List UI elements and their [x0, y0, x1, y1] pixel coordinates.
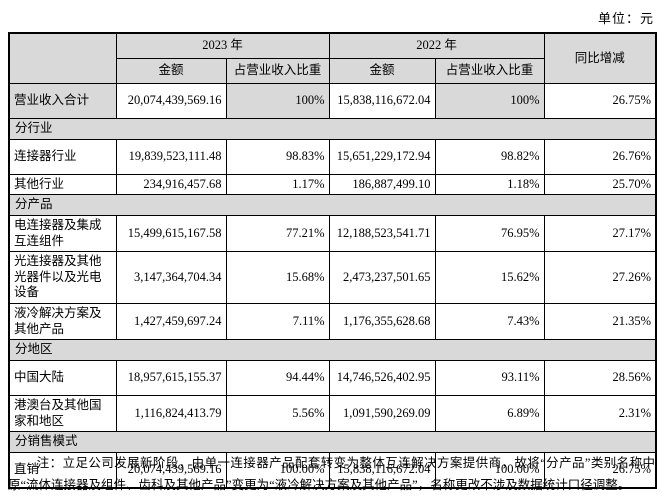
blank-corner-cell: [8, 32, 117, 84]
amount-2023-header: 金额: [115, 58, 227, 84]
amount-2022-cell: 15,838,116,672.04: [328, 451, 436, 489]
amount-2023-cell: 20,074,439,569.16: [115, 451, 227, 489]
section-label: 分产品: [8, 194, 657, 216]
section-row-by-sales-model: 分销售模式: [8, 431, 657, 453]
header-row-metrics: 金额 占营业收入比重 金额 占营业收入比重: [9, 58, 656, 84]
amount-2023-cell: 18,957,615,155.37: [115, 359, 227, 396]
yoy-cell: 27.17%: [543, 214, 657, 253]
yoy-cell: 27.26%: [543, 251, 657, 304]
amount-2022-cell: 1,091,590,269.09: [328, 394, 436, 433]
amount-2023-cell: 3,147,364,704.34: [115, 251, 227, 304]
row-label: 营业收入合计: [8, 83, 117, 119]
ratio-2022-cell: 98.82%: [434, 138, 545, 175]
ratio-2022-header: 占营业收入比重: [434, 58, 545, 84]
year-2023-header: 2023 年: [115, 32, 330, 59]
ratio-2022-cell: 15.62%: [434, 251, 545, 304]
table-row-optical-connectors: 光连接器及其他光器件以及光电设备 3,147,364,704.34 15.68%…: [8, 251, 657, 304]
ratio-2023-cell: 100.00%: [225, 451, 330, 489]
row-label: 连接器行业: [8, 138, 117, 175]
yoy-cell: 2.31%: [543, 394, 657, 433]
ratio-2023-cell: 7.11%: [225, 302, 330, 341]
table-row-liquid-cooling: 液冷解决方案及其他产品 1,427,459,697.24 7.11% 1,176…: [8, 302, 657, 341]
yoy-cell: 26.75%: [543, 83, 657, 119]
row-label: 港澳台及其他国家和地区: [8, 394, 117, 433]
row-label: 中国大陆: [8, 359, 117, 396]
amount-2022-cell: 15,651,229,172.94: [328, 138, 436, 175]
amount-2023-cell: 1,427,459,697.24: [115, 302, 227, 341]
table-row-revenue-total: 营业收入合计 20,074,439,569.16 100% 15,838,116…: [8, 83, 657, 119]
yoy-header: 同比增减: [543, 32, 657, 84]
amount-2022-cell: 15,838,116,672.04: [328, 83, 436, 119]
amount-2023-cell: 15,499,615,167.58: [115, 214, 227, 253]
ratio-2023-cell: 94.44%: [225, 359, 330, 396]
row-label: 液冷解决方案及其他产品: [8, 302, 117, 341]
amount-2022-cell: 186,887,499.10: [328, 173, 436, 196]
amount-2023-cell: 20,074,439,569.16: [115, 83, 227, 119]
ratio-2022-cell: 76.95%: [434, 214, 545, 253]
amount-2023-cell: 1,116,824,413.79: [115, 394, 227, 433]
ratio-2022-cell: 7.43%: [434, 302, 545, 341]
table-row-other-industry: 其他行业 234,916,457.68 1.17% 186,887,499.10…: [8, 173, 657, 196]
row-label: 光连接器及其他光器件以及光电设备: [8, 251, 117, 304]
footnote: 注：立足公司发展新阶段，由单一连接器产品配套转变为整体互连解决方案提供商，故将“…: [8, 456, 655, 492]
table-row-direct-sales: 直销 20,074,439,569.16 100.00% 15,838,116,…: [8, 451, 657, 489]
table-row-mainland-china: 中国大陆 18,957,615,155.37 94.44% 14,746,526…: [8, 359, 657, 396]
ratio-2022-cell: 93.11%: [434, 359, 545, 396]
ratio-2023-cell: 100%: [225, 83, 330, 119]
unit-label: 单位：元: [597, 11, 654, 26]
amount-2022-cell: 2,473,237,501.65: [328, 251, 436, 304]
ratio-2022-cell: 6.89%: [434, 394, 545, 433]
ratio-2023-header: 占营业收入比重: [225, 58, 330, 84]
amount-2022-cell: 12,188,523,541.71: [328, 214, 436, 253]
amount-2023-cell: 234,916,457.68: [115, 173, 227, 196]
yoy-cell: 28.56%: [543, 359, 657, 396]
ratio-2022-cell: 1.18%: [434, 173, 545, 196]
yoy-cell: 25.70%: [543, 173, 657, 196]
yoy-cell: 26.75%: [543, 451, 657, 489]
revenue-breakdown-table: 2023 年 2022 年 同比增减 金额 占营业收入比重 金额 占营业收入比重…: [8, 32, 658, 489]
row-label: 其他行业: [8, 173, 117, 196]
table-row-hk-macao-taiwan-other: 港澳台及其他国家和地区 1,116,824,413.79 5.56% 1,091…: [8, 394, 657, 433]
row-label: 直销: [8, 451, 117, 489]
section-row-by-product: 分产品: [8, 194, 657, 216]
header-row-years: 2023 年 2022 年 同比增减: [8, 32, 657, 84]
section-label: 分销售模式: [8, 431, 657, 453]
ratio-2023-cell: 98.83%: [225, 138, 330, 175]
yoy-cell: 26.76%: [543, 138, 657, 175]
ratio-2022-cell: 100%: [434, 83, 545, 119]
amount-2022-cell: 1,176,355,628.68: [328, 302, 436, 341]
ratio-2023-cell: 15.68%: [225, 251, 330, 304]
ratio-2023-cell: 5.56%: [225, 394, 330, 433]
section-label: 分地区: [8, 339, 657, 361]
section-row-by-region: 分地区: [8, 339, 657, 361]
amount-2022-header: 金额: [328, 58, 436, 84]
table-row-electrical-connectors: 电连接器及集成互连组件 15,499,615,167.58 77.21% 12,…: [8, 214, 657, 253]
year-2022-header: 2022 年: [328, 32, 545, 59]
ratio-2023-cell: 77.21%: [225, 214, 330, 253]
row-label: 电连接器及集成互连组件: [8, 214, 117, 253]
ratio-2022-cell: 100.00%: [434, 451, 545, 489]
yoy-cell: 21.35%: [543, 302, 657, 341]
section-label: 分行业: [8, 118, 657, 140]
amount-2023-cell: 19,839,523,111.48: [115, 138, 227, 175]
section-row-by-industry: 分行业: [8, 118, 657, 140]
table-row-connector-industry: 连接器行业 19,839,523,111.48 98.83% 15,651,22…: [8, 138, 657, 175]
amount-2022-cell: 14,746,526,402.95: [328, 359, 436, 396]
ratio-2023-cell: 1.17%: [225, 173, 330, 196]
